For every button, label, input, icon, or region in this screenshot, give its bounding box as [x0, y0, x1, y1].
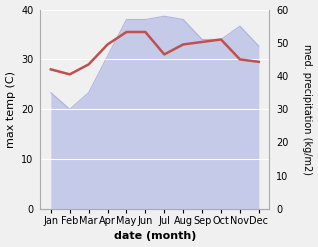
Y-axis label: med. precipitation (kg/m2): med. precipitation (kg/m2) [302, 44, 313, 175]
Y-axis label: max temp (C): max temp (C) [5, 71, 16, 148]
X-axis label: date (month): date (month) [114, 231, 196, 242]
